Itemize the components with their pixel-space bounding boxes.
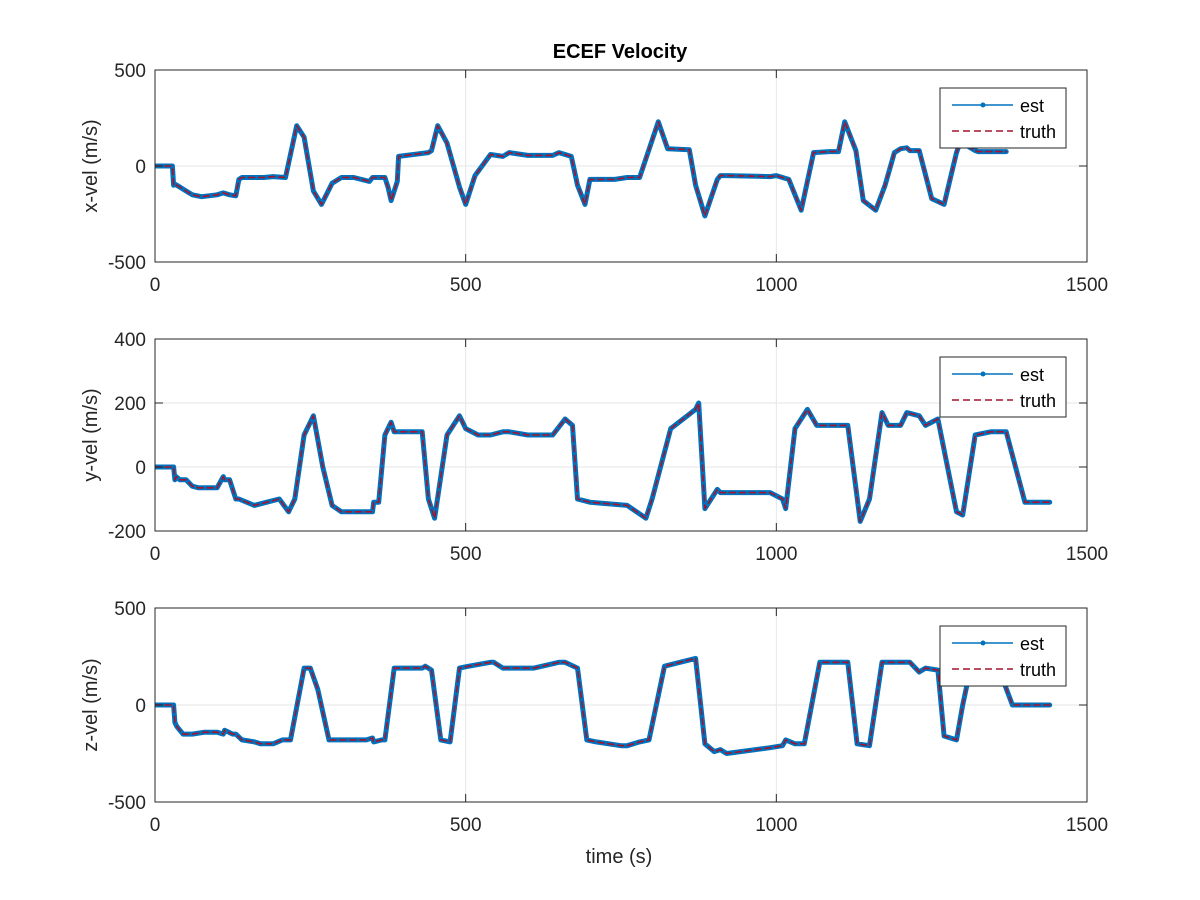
x-tick-label: 1500 — [1066, 275, 1108, 296]
legend-est-label: est — [1020, 365, 1044, 385]
legend-box — [939, 87, 1067, 149]
legend-box — [939, 356, 1067, 418]
y-tick-label: 0 — [135, 696, 146, 717]
y-axis-label: x-vel (m/s) — [80, 119, 102, 212]
y-tick-label: -200 — [108, 522, 146, 543]
y-tick-label: 500 — [114, 61, 146, 82]
y-tick-label: 400 — [114, 330, 146, 351]
x-tick-label: 0 — [150, 544, 161, 565]
plot-area — [155, 339, 1087, 531]
y-tick-label: -500 — [108, 793, 146, 814]
legend-est-label: est — [1020, 96, 1044, 116]
x-tick-label: 1500 — [1066, 544, 1108, 565]
y-tick-label: 500 — [114, 599, 146, 620]
legend-truth-label: truth — [1020, 122, 1056, 142]
legend-est-marker — [980, 640, 986, 646]
x-tick-label: 500 — [450, 815, 482, 836]
x-tick-label: 500 — [450, 275, 482, 296]
x-axis-label: time (s) — [586, 846, 653, 868]
legend-est-marker — [980, 371, 986, 377]
figure-title: ECEF Velocity — [553, 41, 688, 63]
legend-est-marker — [980, 102, 986, 108]
x-tick-label: 1500 — [1066, 815, 1108, 836]
legend-box — [939, 625, 1067, 687]
x-tick-label: 1000 — [755, 815, 797, 836]
x-tick-label: 0 — [150, 815, 161, 836]
series-truth-line — [155, 402, 1051, 523]
legend: est truth — [939, 356, 1067, 418]
x-tick-label: 1000 — [755, 275, 797, 296]
legend: est truth — [939, 87, 1067, 149]
x-tick-label: 500 — [450, 544, 482, 565]
y-axis-label: y-vel (m/s) — [80, 388, 102, 481]
series-truth-line — [155, 121, 1008, 217]
x-tick-label: 0 — [150, 275, 161, 296]
legend-truth-label: truth — [1020, 660, 1056, 680]
legend: est truth — [939, 625, 1067, 687]
axes-frame — [154, 338, 1088, 532]
legend-truth-label: truth — [1020, 391, 1056, 411]
y-tick-label: -500 — [108, 253, 146, 274]
y-tick-label: 0 — [135, 458, 146, 479]
x-tick-label: 1000 — [755, 544, 797, 565]
series-truth-line — [155, 657, 1051, 755]
y-tick-label: 0 — [135, 157, 146, 178]
y-tick-label: 200 — [114, 394, 146, 415]
legend-est-label: est — [1020, 634, 1044, 654]
y-axis-label: z-vel (m/s) — [80, 658, 102, 751]
